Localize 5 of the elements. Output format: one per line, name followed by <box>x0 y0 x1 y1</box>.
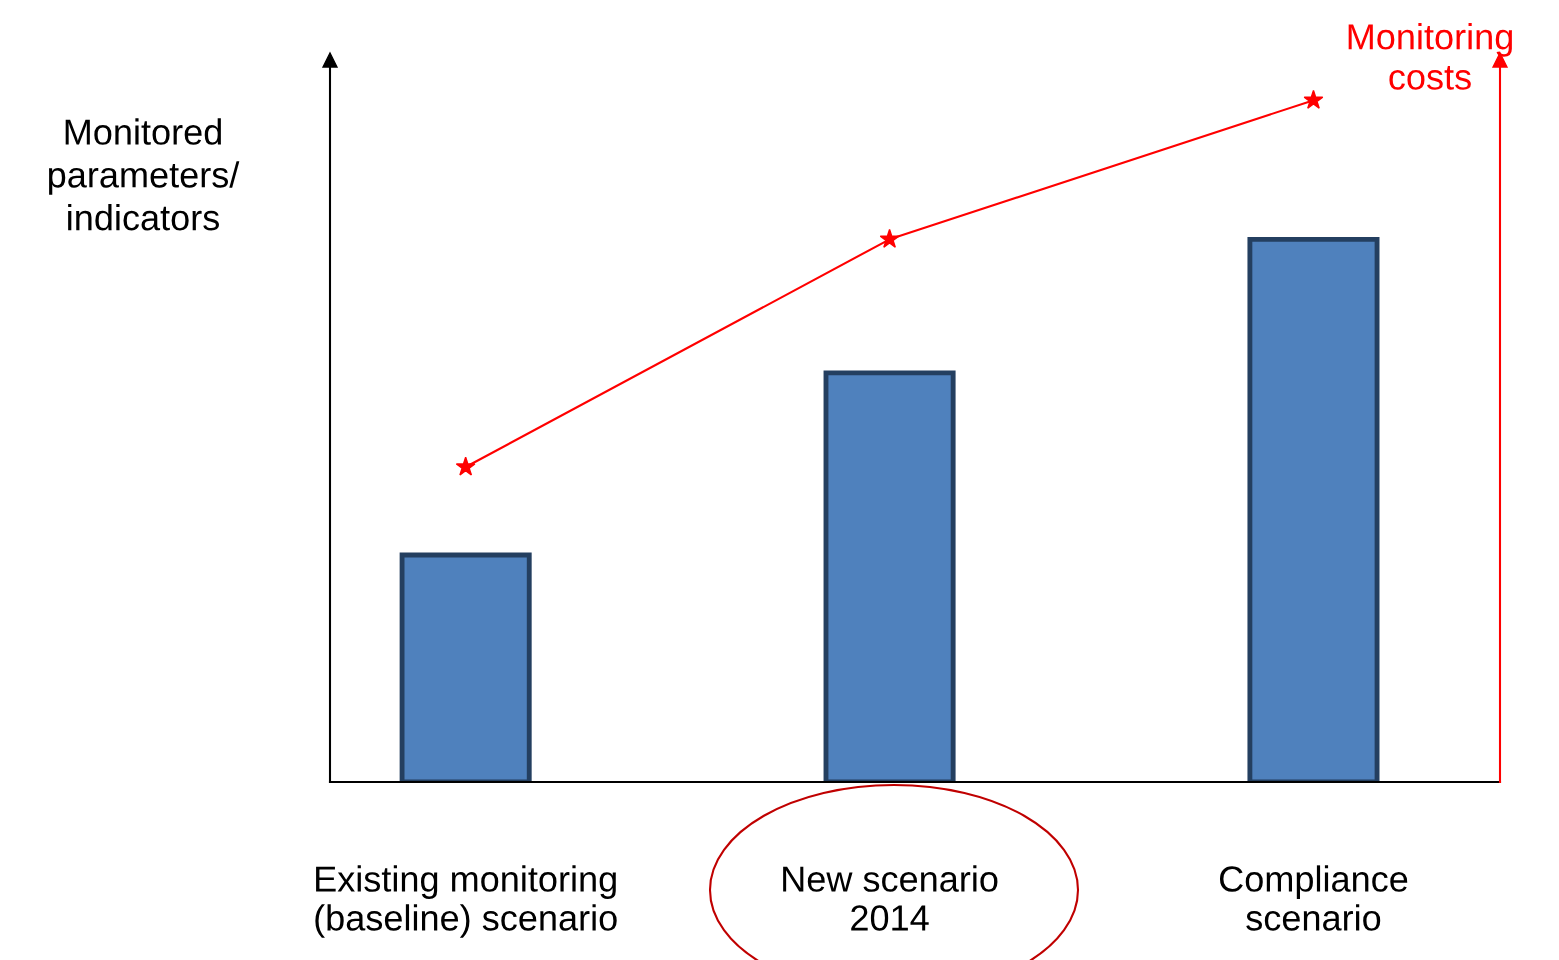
x-tick-label: New scenario 2014 <box>783 865 998 931</box>
x-tick-label: Compliance scenario <box>1219 865 1408 931</box>
x-tick-label: Existing monitoring (baseline) scenario <box>315 865 617 938</box>
y2-axis-title: Monitoring costs <box>1348 23 1512 90</box>
y-axis-title: Monitored parameters/ indicators <box>49 118 240 231</box>
